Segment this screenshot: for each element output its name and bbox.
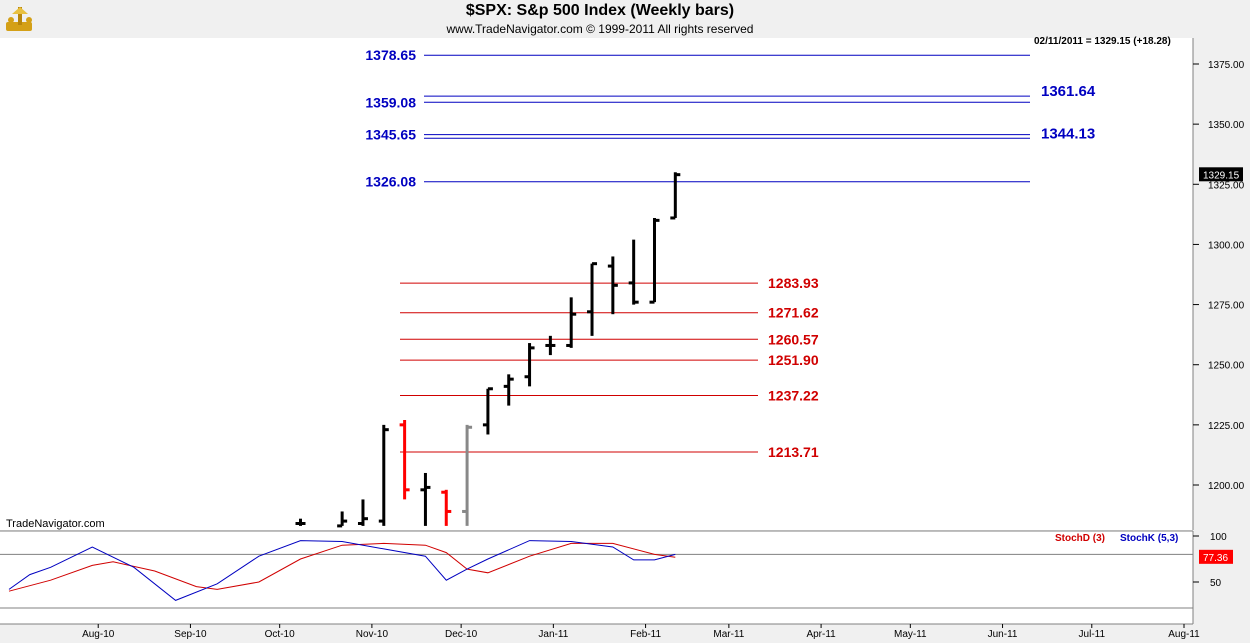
fib-up-label-right: 1361.64 (1041, 83, 1096, 100)
x-tick-label: Aug-10 (82, 629, 115, 640)
x-tick-label: Jul-11 (1079, 629, 1106, 640)
price-tick-label: 1225.00 (1208, 421, 1245, 432)
watermark: TradeNavigator.com (6, 518, 105, 530)
chart-title: $SPX: S&p 500 Index (Weekly bars) (465, 2, 735, 19)
fib-up-label: 1326.08 (365, 174, 416, 190)
legend-stochd: StochD (3) (1055, 533, 1105, 544)
price-tick-label: 1325.00 (1208, 180, 1245, 191)
chart-subtitle: www.TradeNavigator.com © 1999-2011 All r… (446, 22, 754, 36)
price-tick-label: 1250.00 (1208, 361, 1245, 372)
stochk-series-line (8, 540, 676, 601)
stochd-series-line (8, 542, 676, 592)
fib-up-label: 1345.65 (365, 127, 416, 143)
x-tick-label: Mar-11 (713, 629, 744, 640)
x-tick-label: Apr-11 (806, 629, 836, 640)
legend-stochk: StochK (5,3) (1120, 533, 1179, 544)
fib-down-label: 1237.22 (768, 387, 819, 403)
fib-down-label: 1251.90 (768, 352, 819, 368)
fib-down-label: 1213.71 (768, 444, 819, 460)
status-line: 02/11/2011 = 1329.15 (+18.28) (1034, 36, 1171, 47)
last-price-label: 1329.15 (1203, 170, 1240, 181)
x-tick-label: Dec-10 (445, 629, 478, 640)
tradenavigator-logo-icon (6, 7, 32, 31)
price-tick-label: 1375.00 (1208, 60, 1245, 71)
x-tick-label: Nov-10 (356, 629, 389, 640)
price-tick-label: 1275.00 (1208, 301, 1245, 312)
fib-down-label: 1260.57 (768, 331, 819, 347)
fib-up-label: 1359.08 (365, 94, 416, 110)
fib-down-label: 1283.93 (768, 275, 819, 291)
x-tick-label: Sep-10 (174, 629, 207, 640)
last-price-badge (1199, 167, 1243, 182)
x-tick-label: Jun-11 (988, 629, 1018, 640)
fib-up-label-right: 1344.13 (1041, 125, 1095, 142)
price-plot-area (0, 38, 1193, 530)
stoch-tick-label: 50 (1210, 578, 1222, 589)
fib-down-label: 1271.62 (768, 305, 819, 321)
x-tick-label: Feb-11 (630, 629, 661, 640)
stoch-tick-label: 100 (1210, 532, 1227, 543)
price-tick-label: 1350.00 (1208, 120, 1245, 131)
x-tick-label: May-11 (894, 629, 927, 640)
stoch-value-label: 77.36 (1203, 553, 1228, 564)
fib-up-label: 1378.65 (365, 47, 416, 63)
x-tick-label: Oct-10 (265, 629, 295, 640)
x-tick-label: Jan-11 (538, 629, 568, 640)
stoch-value-badge (1199, 549, 1233, 564)
x-tick-label: Aug-11 (1168, 629, 1200, 640)
price-tick-label: 1200.00 (1208, 481, 1245, 492)
price-tick-label: 1300.00 (1208, 240, 1245, 251)
